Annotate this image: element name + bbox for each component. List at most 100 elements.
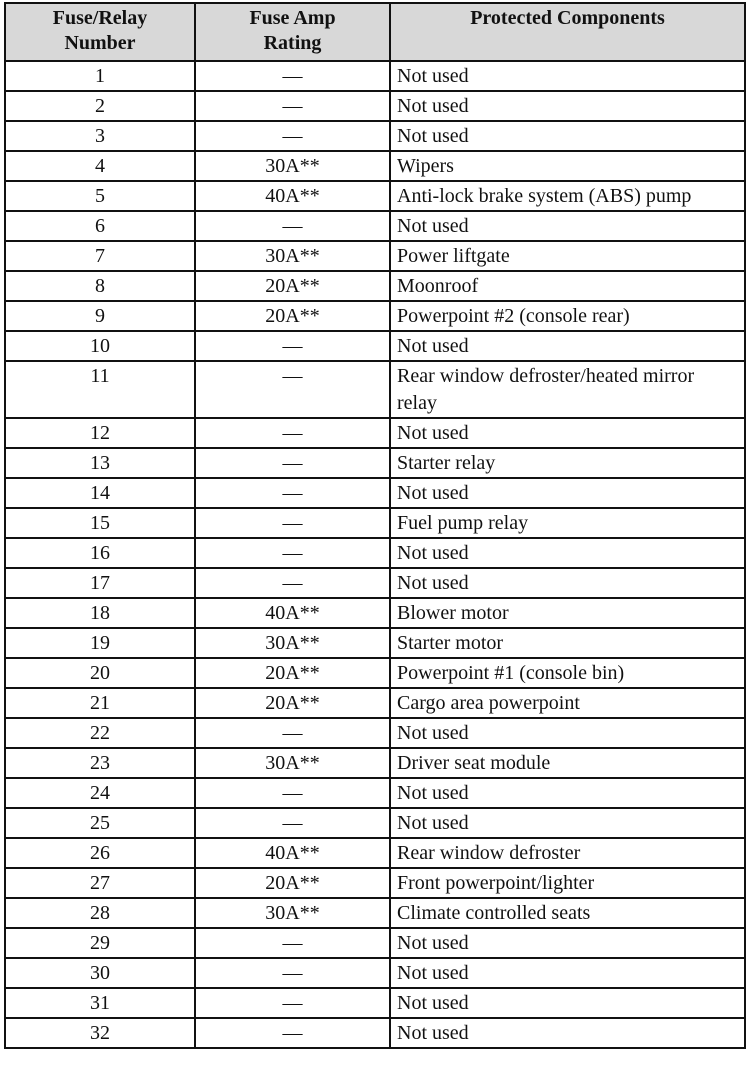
fuse-number-cell: 1 [4, 60, 196, 92]
fuse-number-cell: 17 [4, 567, 196, 599]
protected-component-cell: Front powerpoint/lighter [389, 867, 746, 899]
protected-component-cell: Not used [389, 987, 746, 1019]
amp-rating-cell: 40A** [194, 180, 391, 212]
table-row: 28 30A** Climate controlled seats [4, 897, 746, 929]
amp-rating-cell: — [194, 957, 391, 989]
fuse-number-cell: 24 [4, 777, 196, 809]
table-row: 26 40A** Rear window defroster [4, 837, 746, 869]
table-row: 15— Fuel pump relay [4, 507, 746, 539]
table-row: 32— Not used [4, 1017, 746, 1049]
amp-rating-cell: 20A** [194, 300, 391, 332]
fuse-number-cell: 22 [4, 717, 196, 749]
protected-component-cell: Powerpoint #1 (console bin) [389, 657, 746, 689]
table-row: 1— Not used [4, 60, 746, 92]
table-row: 30— Not used [4, 957, 746, 989]
fuse-number-cell: 26 [4, 837, 196, 869]
amp-rating-cell: — [194, 777, 391, 809]
amp-rating-cell: — [194, 567, 391, 599]
table-row: 6— Not used [4, 210, 746, 242]
protected-component-cell: Not used [389, 90, 746, 122]
protected-component-cell: Not used [389, 957, 746, 989]
header-protected-components: Protected Components [389, 2, 746, 62]
protected-component-cell: Not used [389, 330, 746, 362]
table-row: 27 20A** Front powerpoint/lighter [4, 867, 746, 899]
fuse-number-cell: 3 [4, 120, 196, 152]
amp-rating-cell: — [194, 120, 391, 152]
amp-rating-cell: — [194, 807, 391, 839]
table-row: 9 20A** Powerpoint #2 (console rear) [4, 300, 746, 332]
fuse-number-cell: 28 [4, 897, 196, 929]
amp-rating-cell: — [194, 417, 391, 449]
fuse-number-cell: 8 [4, 270, 196, 302]
fuse-number-cell: 31 [4, 987, 196, 1019]
protected-component-cell: Anti-lock brake system (ABS) pump [389, 180, 746, 212]
table-row: 13— Starter relay [4, 447, 746, 479]
protected-component-cell: Not used [389, 537, 746, 569]
protected-component-cell: Not used [389, 120, 746, 152]
table-row: 21 20A** Cargo area powerpoint [4, 687, 746, 719]
protected-component-cell: Climate controlled seats [389, 897, 746, 929]
header-fuse-number: Fuse/Relay Number [4, 2, 196, 62]
fuse-number-cell: 12 [4, 417, 196, 449]
amp-rating-cell: — [194, 717, 391, 749]
protected-component-cell: Starter motor [389, 627, 746, 659]
protected-component-cell: Not used [389, 477, 746, 509]
fuse-number-cell: 7 [4, 240, 196, 272]
amp-rating-cell: 30A** [194, 627, 391, 659]
amp-rating-cell: 20A** [194, 270, 391, 302]
table-row: 24— Not used [4, 777, 746, 809]
fuse-number-cell: 30 [4, 957, 196, 989]
protected-component-cell: Not used [389, 417, 746, 449]
fuse-number-cell: 10 [4, 330, 196, 362]
fuse-number-cell: 32 [4, 1017, 196, 1049]
table-row: 19 30A** Starter motor [4, 627, 746, 659]
fuse-number-cell: 13 [4, 447, 196, 479]
amp-rating-cell: — [194, 1017, 391, 1049]
amp-rating-cell: 20A** [194, 657, 391, 689]
table-row: 18 40A** Blower motor [4, 597, 746, 629]
table-row: 25— Not used [4, 807, 746, 839]
table-row: 29— Not used [4, 927, 746, 959]
amp-rating-cell: 30A** [194, 240, 391, 272]
protected-component-cell: Not used [389, 807, 746, 839]
fuse-number-cell: 9 [4, 300, 196, 332]
amp-rating-cell: — [194, 360, 391, 419]
table-row: 11— Rear window defroster/heated mirror r… [4, 360, 746, 419]
header-amp-rating: Fuse Amp Rating [194, 2, 391, 62]
fuse-number-cell: 27 [4, 867, 196, 899]
table-body: 1— Not used 2— Not used 3— Not used 4 30A** Wipe… [4, 60, 746, 1049]
table-row: 3— Not used [4, 120, 746, 152]
table-row: 23 30A** Driver seat module [4, 747, 746, 779]
protected-component-cell: Not used [389, 777, 746, 809]
protected-component-cell: Fuel pump relay [389, 507, 746, 539]
fuse-number-cell: 15 [4, 507, 196, 539]
fuse-number-cell: 16 [4, 537, 196, 569]
table-row: 8 20A** Moonroof [4, 270, 746, 302]
fuse-number-cell: 6 [4, 210, 196, 242]
protected-component-cell: Cargo area powerpoint [389, 687, 746, 719]
table-row: 2— Not used [4, 90, 746, 122]
table-row: 4 30A** Wipers [4, 150, 746, 182]
amp-rating-cell: — [194, 330, 391, 362]
table-row: 22— Not used [4, 717, 746, 749]
protected-component-cell: Powerpoint #2 (console rear) [389, 300, 746, 332]
table-row: 5 40A** Anti-lock brake system (ABS) pump [4, 180, 746, 212]
fuse-number-cell: 11 [4, 360, 196, 419]
protected-component-cell: Power liftgate [389, 240, 746, 272]
table-row: 12— Not used [4, 417, 746, 449]
amp-rating-cell: 30A** [194, 897, 391, 929]
fuse-number-cell: 25 [4, 807, 196, 839]
amp-rating-cell: 20A** [194, 867, 391, 899]
amp-rating-cell: 30A** [194, 747, 391, 779]
protected-component-cell: Rear window defroster/heated mirror rela… [389, 360, 746, 419]
fuse-number-cell: 5 [4, 180, 196, 212]
fuse-number-cell: 19 [4, 627, 196, 659]
fuse-number-cell: 4 [4, 150, 196, 182]
protected-component-cell: Starter relay [389, 447, 746, 479]
amp-rating-cell: 30A** [194, 150, 391, 182]
protected-component-cell: Rear window defroster [389, 837, 746, 869]
fuse-table: Fuse/Relay Number Fuse Amp Rating Protec… [4, 2, 746, 1049]
amp-rating-cell: — [194, 927, 391, 959]
table-row: 7 30A** Power liftgate [4, 240, 746, 272]
amp-rating-cell: 40A** [194, 597, 391, 629]
